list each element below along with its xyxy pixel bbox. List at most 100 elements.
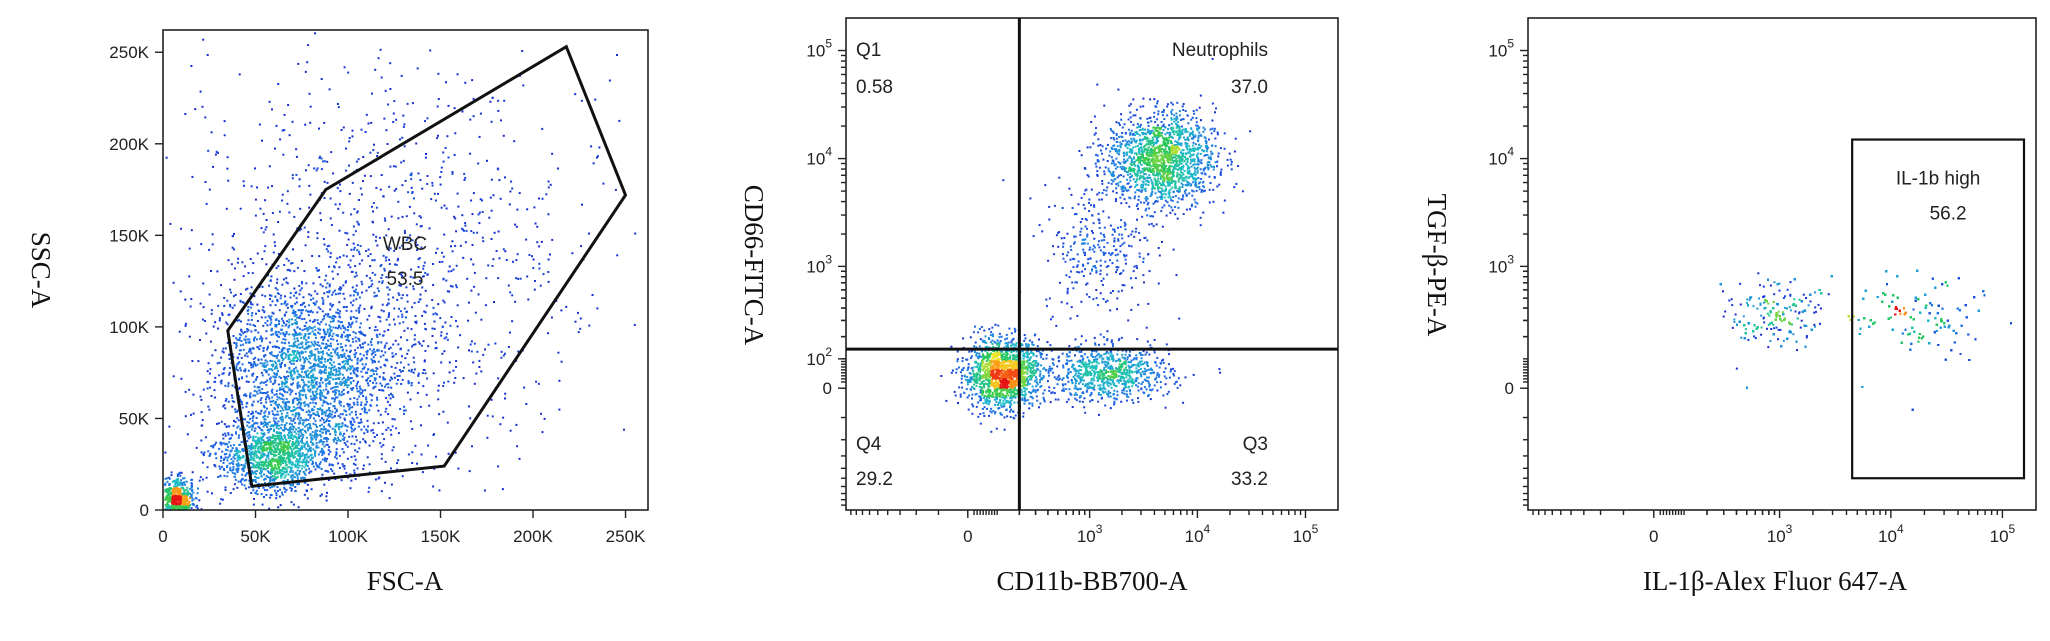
event-dot: [491, 265, 494, 267]
event-dot: [313, 436, 316, 439]
event-dot: [263, 362, 266, 365]
event-dot: [268, 429, 271, 432]
event-dot: [301, 428, 304, 431]
event-dot: [256, 303, 259, 306]
event-dot: [366, 419, 369, 422]
event-dot: [281, 460, 284, 462]
event-dot: [341, 424, 344, 427]
event-dot: [386, 400, 389, 403]
event-dot: [267, 460, 270, 463]
event-dot: [304, 325, 307, 327]
event-dot: [437, 398, 440, 401]
event-dot: [275, 471, 278, 474]
event-dot: [431, 299, 434, 301]
event-dot: [353, 248, 355, 251]
event-dot: [519, 277, 522, 280]
event-dot: [345, 429, 348, 432]
event-dot: [233, 248, 235, 251]
event-dot: [379, 265, 382, 268]
event-dot: [558, 379, 561, 382]
event-dot: [199, 476, 202, 479]
event-dot: [421, 314, 424, 317]
event-dot: [464, 81, 467, 84]
event-dot: [272, 439, 275, 442]
event-dot: [334, 411, 337, 414]
event-dot: [238, 319, 241, 322]
event-dot: [220, 443, 223, 446]
event-dot: [293, 359, 296, 362]
event-dot: [276, 398, 279, 401]
event-dot: [398, 322, 401, 325]
event-dot: [353, 443, 356, 446]
event-dot: [340, 394, 343, 397]
event-dot: [370, 369, 373, 372]
event-dot: [236, 459, 239, 462]
event-dot: [190, 494, 193, 497]
event-dot: [333, 400, 336, 403]
event-dot: [304, 123, 307, 126]
event-dot: [314, 364, 317, 367]
event-dot: [313, 332, 315, 335]
event-dot: [297, 436, 300, 438]
event-dot: [371, 259, 374, 262]
event-dot: [224, 407, 227, 410]
event-dot: [296, 475, 299, 478]
event-dot: [319, 391, 322, 394]
event-dot: [246, 421, 249, 424]
event-dot: [456, 73, 459, 76]
event-dot: [256, 450, 259, 453]
event-dot: [287, 428, 289, 431]
event-dot: [242, 332, 245, 335]
event-dot: [359, 344, 362, 347]
event-dot: [371, 394, 374, 397]
event-dot: [328, 88, 331, 91]
event-dot: [208, 188, 211, 191]
event-dot: [347, 376, 350, 379]
event-dot: [339, 327, 342, 330]
event-dot: [319, 369, 322, 372]
event-dot: [374, 377, 377, 380]
event-dot: [171, 490, 174, 493]
event-dot: [322, 389, 325, 392]
event-dot: [247, 444, 250, 447]
event-dot: [228, 437, 231, 440]
event-dot: [307, 419, 310, 421]
event-dot: [296, 346, 299, 349]
event-dot: [168, 425, 171, 428]
event-dot: [289, 486, 292, 489]
event-dot: [341, 438, 344, 441]
event-dot: [348, 413, 351, 416]
event-dot: [290, 391, 293, 394]
event-dot: [247, 380, 250, 383]
event-dot: [238, 377, 241, 380]
event-dot: [313, 367, 316, 370]
event-dot: [455, 230, 458, 233]
event-dot: [385, 428, 388, 431]
event-dot: [247, 308, 250, 311]
event-dot: [307, 427, 310, 430]
event-dot: [185, 489, 188, 491]
event-dot: [283, 383, 286, 386]
event-dot: [411, 427, 414, 430]
event-dot: [291, 333, 294, 336]
event-dot: [455, 365, 457, 368]
event-dot: [319, 424, 321, 427]
event-dot: [457, 205, 460, 208]
event-dot: [278, 470, 281, 472]
event-dot: [401, 184, 404, 187]
event-dot: [218, 374, 221, 377]
event-dot: [401, 315, 404, 318]
event-dot: [345, 309, 348, 312]
event-dot: [433, 192, 436, 195]
event-dot: [426, 117, 429, 120]
event-dot: [420, 225, 423, 227]
event-dot: [274, 325, 277, 328]
event-dot: [352, 340, 355, 343]
event-dot: [247, 369, 250, 372]
event-dot: [276, 486, 279, 488]
event-dot: [337, 356, 340, 359]
event-dot: [274, 147, 276, 150]
event-dot: [225, 448, 227, 451]
event-dot: [255, 476, 258, 479]
event-dot: [375, 382, 378, 385]
